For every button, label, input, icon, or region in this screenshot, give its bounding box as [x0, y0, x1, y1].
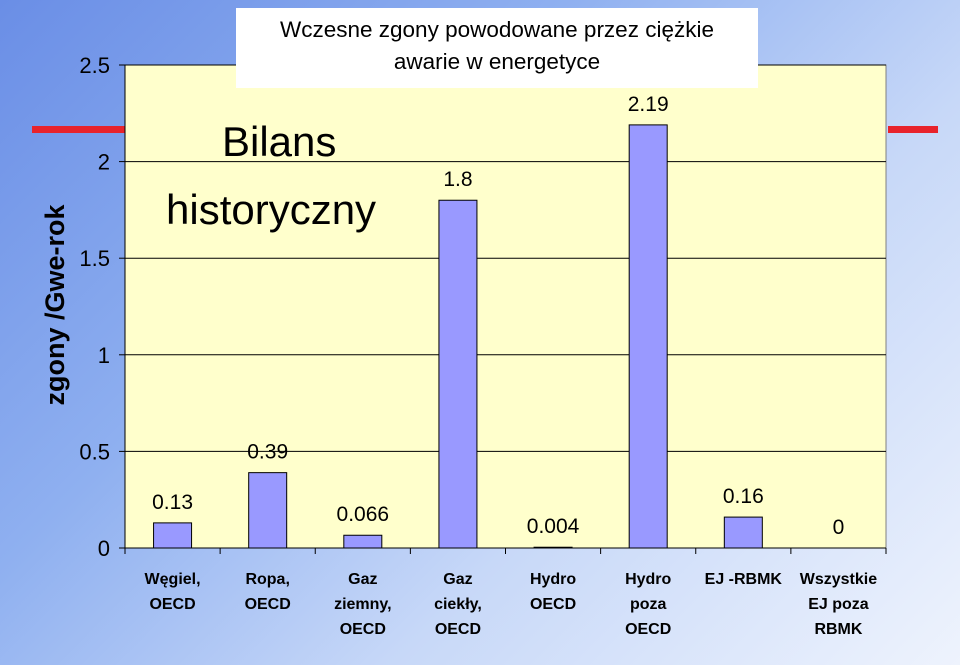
x-category-label: Hydro: [625, 571, 671, 588]
red-accent-bar-right: [888, 126, 938, 133]
x-category-label: Ropa,: [245, 571, 289, 588]
plot-area: [124, 64, 887, 549]
x-category-label: OECD: [435, 621, 481, 638]
x-category-label: OECD: [625, 621, 671, 638]
data-label: 2.19: [628, 93, 669, 116]
x-category-label: EJ poza: [808, 596, 869, 613]
x-category-label: ciekły,: [434, 596, 482, 613]
x-category-label: Gaz: [348, 571, 377, 588]
bar: [533, 546, 573, 549]
y-tick-label: 1: [98, 343, 110, 368]
chart-title-line2: awarie w energetyce: [393, 49, 601, 74]
data-label: 0: [833, 516, 845, 539]
data-label: 0.066: [337, 503, 390, 526]
x-category-label: Gaz: [443, 571, 472, 588]
y-tick-label: 1.5: [79, 246, 110, 271]
overlay-title-line2: historyczny: [166, 186, 377, 233]
y-tick-label: 2.5: [79, 53, 110, 78]
x-category-label: OECD: [149, 596, 195, 613]
bar: [153, 522, 193, 549]
x-category-label: OECD: [340, 621, 386, 638]
data-label: 1.8: [443, 168, 472, 191]
overlay-title-line1: Bilans: [222, 118, 337, 165]
x-category-label: Hydro: [530, 571, 576, 588]
x-category-label: Wszystkie: [800, 571, 877, 588]
x-category-label: OECD: [530, 596, 576, 613]
bar: [343, 534, 383, 549]
data-label: 0.13: [152, 491, 193, 514]
red-accent-bar-left: [32, 126, 128, 133]
x-category-label: ziemny,: [334, 596, 392, 613]
x-category-label: Węgiel,: [145, 571, 201, 588]
bar: [248, 472, 288, 549]
x-category-label: EJ -RBMK: [705, 571, 783, 588]
x-category-label: poza: [630, 596, 667, 613]
y-tick-label: 0.5: [79, 439, 110, 464]
y-tick-label: 0: [98, 536, 110, 561]
bar: [723, 516, 763, 549]
bar: [628, 124, 668, 549]
data-label: 0.004: [527, 515, 580, 538]
bar: [438, 199, 478, 549]
data-label: 0.16: [723, 485, 764, 508]
chart-title: Wczesne zgony powodowane przez ciężkie a…: [236, 8, 758, 88]
y-tick-label: 2: [98, 150, 110, 175]
data-label: 0.39: [247, 441, 288, 464]
chart-title-line1: Wczesne zgony powodowane przez ciężkie: [280, 17, 714, 42]
y-axis-label: zgony /Gwe-rok: [40, 204, 70, 406]
x-category-label: RBMK: [814, 621, 862, 638]
x-category-label: OECD: [245, 596, 291, 613]
